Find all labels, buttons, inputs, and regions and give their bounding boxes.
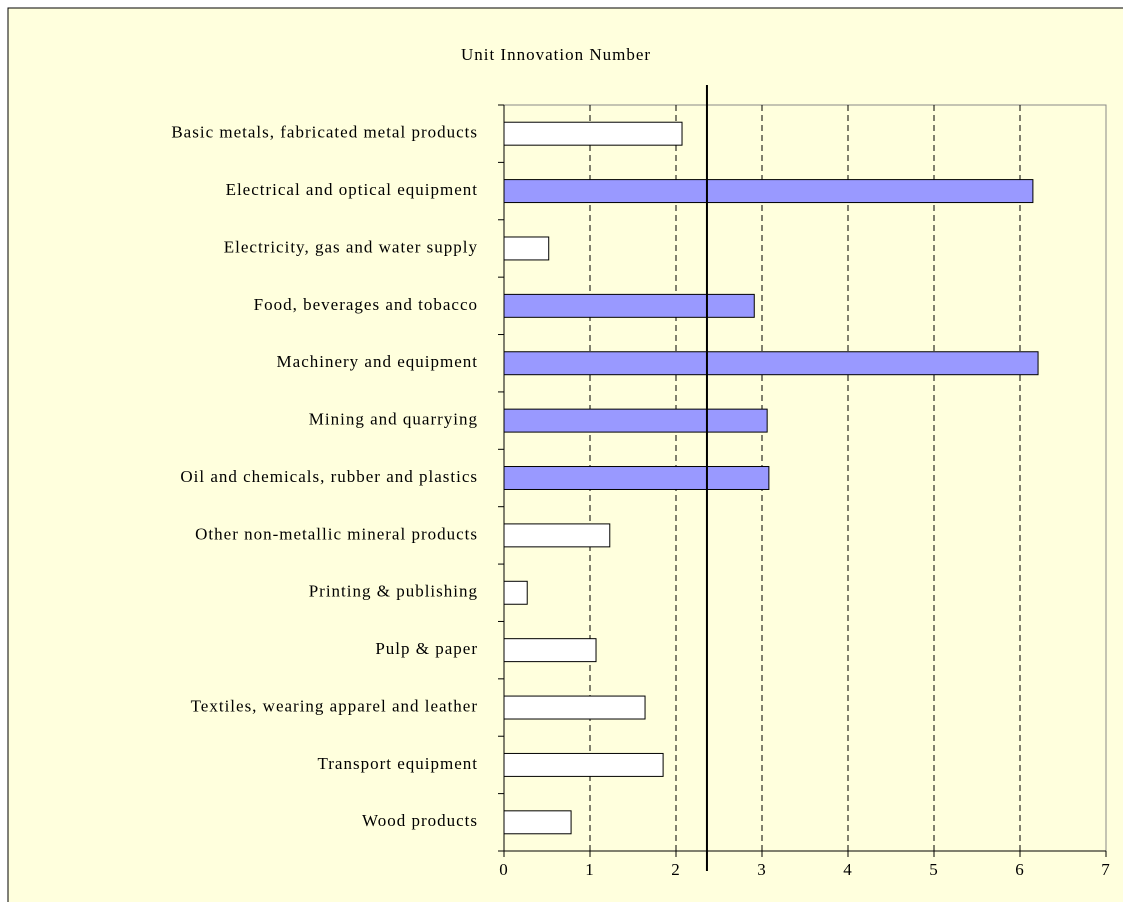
bar xyxy=(503,293,755,318)
bar xyxy=(503,695,646,720)
y-tick-label: Textiles, wearing apparel and leather xyxy=(191,696,478,715)
bar xyxy=(503,466,770,490)
y-tick-label: Mining and quarrying xyxy=(309,410,478,429)
y-tick-label: Pulp & paper xyxy=(375,639,478,658)
x-tick-label: 3 xyxy=(757,860,767,879)
y-tick-label: Food, beverages and tobacco xyxy=(254,295,478,314)
bar xyxy=(503,580,528,605)
bar xyxy=(503,408,768,433)
y-tick-label: Basic metals, fabricated metal products xyxy=(171,123,478,142)
x-tick-label: 1 xyxy=(585,860,595,879)
y-tick-label: Oil and chemicals, rubber and plastics xyxy=(180,467,478,486)
y-tick-label: Electricity, gas and water supply xyxy=(224,237,478,256)
x-tick-label: 0 xyxy=(499,860,509,879)
y-tick-label: Other non-metallic mineral products xyxy=(195,524,478,543)
x-tick-label: 6 xyxy=(1015,860,1025,879)
bar xyxy=(503,179,1034,204)
y-tick-label: Wood products xyxy=(362,811,478,830)
y-tick-label: Machinery and equipment xyxy=(277,352,478,371)
bar xyxy=(503,523,611,548)
bar xyxy=(503,752,664,777)
y-tick-label: Printing & publishing xyxy=(309,582,478,601)
bar xyxy=(503,236,550,261)
x-tick-label: 7 xyxy=(1101,860,1111,879)
x-tick-label: 2 xyxy=(671,860,681,879)
chart-title: Unit Innovation Number xyxy=(461,45,651,64)
x-tick-label: 5 xyxy=(929,860,939,879)
y-tick-label: Electrical and optical equipment xyxy=(226,180,478,199)
bar xyxy=(503,810,572,835)
bar xyxy=(503,638,597,663)
bar xyxy=(503,121,683,146)
bar xyxy=(503,351,1039,376)
y-tick-label: Transport equipment xyxy=(317,754,478,773)
x-tick-label: 4 xyxy=(843,860,853,879)
